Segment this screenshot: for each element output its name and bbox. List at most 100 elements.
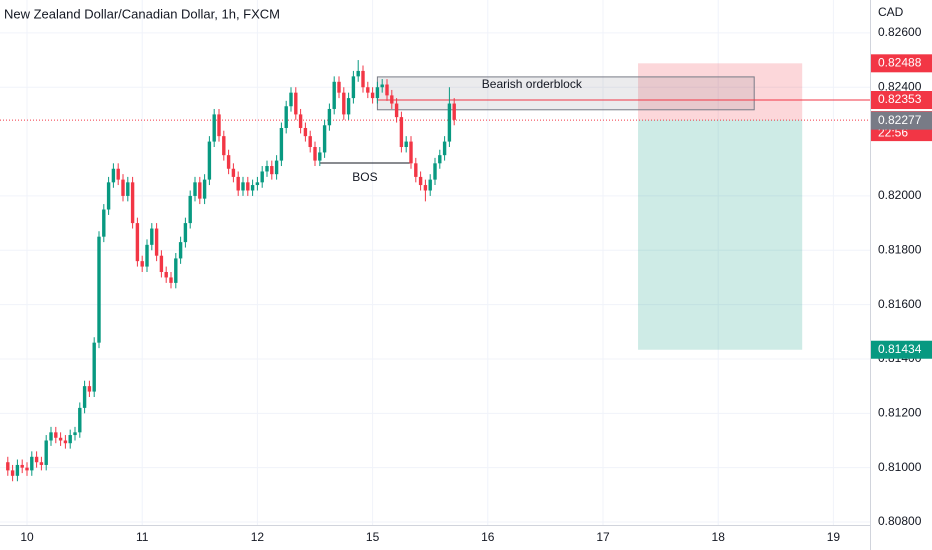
- candle-body: [102, 209, 106, 237]
- candle-body: [188, 195, 192, 224]
- candle-body: [54, 432, 58, 438]
- candle-body: [385, 84, 389, 96]
- candle-body: [226, 155, 231, 169]
- candle-body: [178, 242, 183, 259]
- candle-body: [25, 467, 29, 471]
- candle-body: [92, 342, 96, 392]
- candle-body: [236, 176, 240, 191]
- candle-body: [356, 70, 360, 77]
- candle-body: [246, 182, 250, 191]
- candle-body: [222, 136, 226, 156]
- candle-body: [58, 437, 63, 441]
- grid: [0, 0, 870, 525]
- y-tick-label: 0.82600: [878, 25, 922, 39]
- candle-body: [294, 92, 298, 115]
- candle-body: [121, 179, 125, 196]
- x-tick-label: 15: [366, 530, 380, 544]
- candle-body: [212, 114, 216, 142]
- candle-body: [116, 168, 120, 180]
- candle-body: [442, 141, 447, 156]
- plot: Bearish orderblock BOS: [0, 60, 870, 482]
- candle-body: [289, 92, 293, 107]
- candle-body: [380, 84, 384, 88]
- candle-body: [202, 179, 207, 199]
- x-tick-label: 19: [827, 530, 841, 544]
- x-tick-label: 11: [136, 530, 149, 544]
- y-tick-label: 0.81200: [878, 405, 922, 419]
- candle-body: [207, 141, 212, 180]
- candle-body: [78, 407, 82, 433]
- candle-body: [423, 185, 428, 191]
- candle-body: [418, 176, 423, 186]
- x-tick-label: 17: [596, 530, 610, 544]
- candle-body: [97, 236, 101, 343]
- stop-tag-bg: [871, 54, 932, 73]
- candle-body: [337, 81, 341, 93]
- candle-body: [447, 103, 452, 142]
- candle-body: [49, 432, 53, 441]
- y-tick-label: 0.81000: [878, 460, 922, 474]
- candle-body: [30, 456, 34, 471]
- candle-body: [428, 179, 432, 191]
- candle-body: [370, 92, 375, 99]
- level-tag-bg: [871, 91, 932, 109]
- candle-body: [298, 114, 303, 128]
- y-tick-label: 0.81800: [878, 242, 922, 256]
- candle-body: [390, 95, 394, 104]
- candle-body: [164, 272, 168, 278]
- candle-body: [6, 462, 10, 471]
- candle-body: [250, 185, 255, 191]
- candle-body: [193, 182, 197, 196]
- currency: CAD: [878, 5, 904, 19]
- candle-body: [260, 171, 264, 183]
- candle-body: [342, 92, 346, 115]
- candle-body: [231, 168, 236, 177]
- candle-body: [174, 258, 178, 283]
- candle-body: [414, 163, 418, 177]
- candle-body: [154, 228, 159, 256]
- candle-body: [399, 117, 404, 148]
- candle-body: [198, 182, 202, 199]
- candle-body: [10, 470, 15, 476]
- candle-body: [274, 160, 279, 175]
- candle-body: [106, 182, 111, 210]
- candle-body: [241, 182, 245, 191]
- candle-body: [409, 141, 413, 164]
- candle-body: [279, 127, 284, 161]
- candle-body: [169, 277, 173, 283]
- candle-body: [73, 432, 77, 436]
- candle-body: [63, 440, 68, 444]
- candle-body: [438, 155, 442, 164]
- level-tag: 0.82353: [878, 92, 922, 106]
- candle-body: [34, 456, 39, 463]
- candle-body: [265, 166, 269, 172]
- orderblock-label: Bearish orderblock: [482, 77, 583, 91]
- x-tick-label: 18: [712, 530, 726, 544]
- candle-body: [303, 127, 308, 137]
- candle-body: [346, 98, 351, 115]
- candle-body: [44, 440, 48, 465]
- candle-body: [351, 76, 356, 99]
- candle-body: [255, 182, 260, 186]
- candle-body: [183, 223, 188, 243]
- candle-body: [433, 163, 437, 180]
- candle-body: [394, 103, 399, 118]
- x-tick-label: 12: [251, 530, 265, 544]
- candle-body: [375, 87, 380, 99]
- candle-body: [159, 255, 164, 273]
- candle-body: [366, 87, 370, 93]
- candle-body: [130, 182, 135, 224]
- target-tag-bg: [871, 340, 932, 359]
- candle-body: [332, 81, 336, 109]
- candle-body: [327, 108, 332, 126]
- candle-body: [15, 464, 20, 476]
- bos-label: BOS: [352, 170, 377, 184]
- x-tick-label: 10: [20, 530, 34, 544]
- candle-body: [39, 462, 44, 465]
- candle-body: [150, 228, 154, 245]
- candle-body: [145, 244, 149, 267]
- candle-body: [322, 125, 327, 153]
- target-zone: [638, 119, 803, 350]
- stop-tag: 0.82488: [878, 55, 922, 69]
